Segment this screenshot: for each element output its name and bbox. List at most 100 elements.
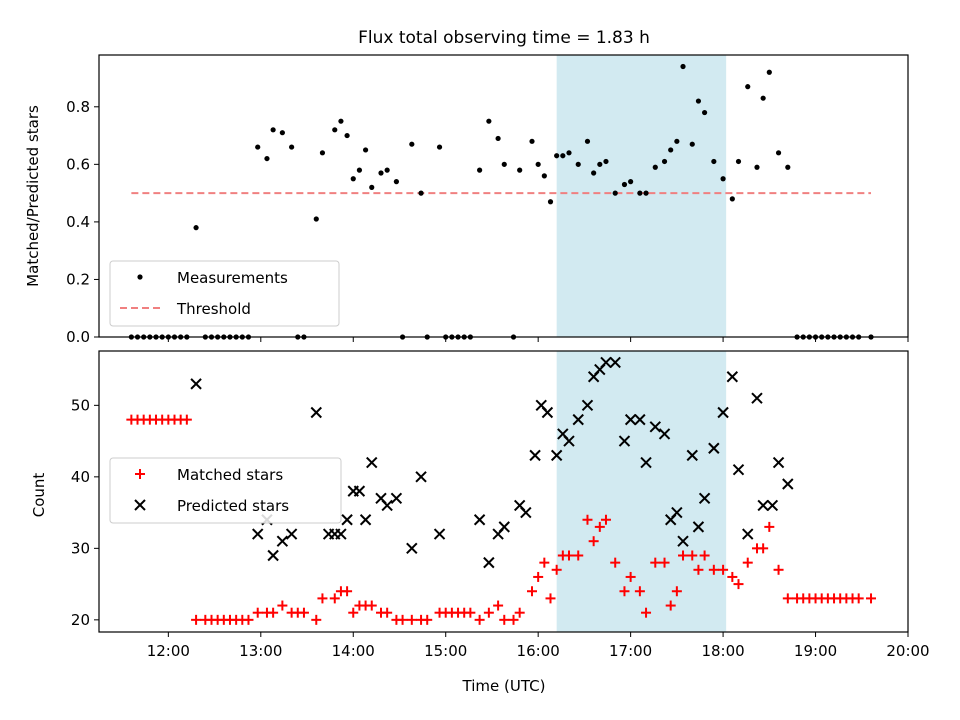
matched-star-point (600, 514, 611, 525)
predicted-star-point (366, 456, 378, 469)
x-b (772, 456, 785, 469)
measurement-point (313, 216, 319, 222)
matched-star-point (329, 593, 340, 604)
measurement-point (643, 190, 649, 196)
x-b (190, 378, 202, 390)
measurement-point (369, 184, 375, 190)
measurement-point (652, 164, 658, 170)
x-b (634, 413, 646, 426)
x-b (276, 535, 289, 547)
x-b (285, 528, 298, 540)
measurement-point (393, 179, 400, 185)
matched-star-point (853, 593, 864, 604)
y-tick-label: 0.2 (66, 270, 90, 288)
measurement-point (279, 130, 285, 136)
matched-star-point (764, 521, 775, 532)
predicted-star-point (415, 471, 427, 483)
measurement-point (729, 196, 735, 202)
measurement-point (477, 167, 483, 173)
matched-star-point (191, 614, 202, 625)
matched-star-point (634, 586, 645, 597)
predicted-star-point (671, 506, 683, 519)
predicted-star-point (529, 449, 541, 462)
x-b (563, 435, 575, 447)
measurement-point (720, 176, 726, 182)
matched-star-point (499, 614, 510, 625)
predicted-star-point (483, 556, 495, 569)
matched-star-point (545, 593, 556, 604)
x-tick-label: 16:00 (517, 642, 560, 660)
legend-predicted-marker-b (134, 499, 146, 511)
axes-frame (98, 54, 909, 338)
predicted-star-point (618, 435, 631, 447)
matched-star-point (610, 557, 621, 568)
measurement-point (554, 153, 560, 159)
predicted-star-point (742, 528, 754, 540)
matched-star-point (514, 607, 525, 618)
matched-star-point (422, 614, 433, 625)
matched-star-point (483, 607, 494, 618)
measurement-point (356, 167, 363, 173)
measurement-point (560, 153, 566, 159)
x-b (677, 535, 689, 547)
matched-star-point (298, 607, 309, 618)
matched-star-point (742, 557, 753, 568)
measurement-point (264, 155, 270, 162)
matched-star-point (311, 614, 322, 625)
predicted-star-point (609, 356, 621, 369)
x-b (520, 506, 532, 519)
x-b (572, 413, 584, 426)
predicted-star-point (686, 449, 698, 462)
ratio-panel: 0.0 0.2 0.4 0.6 0.8 Measurements Threshold (66, 54, 909, 346)
predicted-star-point (572, 413, 584, 426)
x-b (359, 514, 372, 526)
predicted-star-point (708, 442, 720, 454)
measurement-point (689, 141, 695, 147)
matched-star-point (659, 557, 670, 568)
predicted-star-point (751, 392, 763, 404)
measurement-point (637, 190, 643, 196)
x-b (732, 463, 745, 476)
measurement-point (255, 144, 261, 150)
matched-star-point (671, 586, 682, 597)
matched-star-point (693, 564, 704, 575)
matched-star-point (594, 521, 605, 532)
matched-star-point (342, 586, 353, 597)
y-axis-label-count: Count (30, 473, 48, 518)
x-b (267, 549, 279, 562)
matched-star-point (382, 607, 393, 618)
matched-star-point (317, 593, 328, 604)
x-tick-label: 15:00 (424, 642, 467, 660)
y-tick-label: 40 (71, 468, 90, 486)
measurement-point (270, 127, 276, 133)
x-b (624, 413, 637, 426)
matched-star-point (493, 600, 504, 611)
matched-star-point (625, 571, 636, 582)
measurement-point (680, 63, 686, 70)
matched-star-point (527, 586, 538, 597)
matched-star-point (563, 550, 574, 561)
measurement-point (541, 173, 547, 179)
matched-star-point (465, 607, 476, 618)
predicted-star-point (600, 356, 612, 369)
chart-title: Flux total observing time = 1.83 h (358, 28, 650, 48)
measurement-point (384, 167, 390, 173)
x-b (550, 449, 563, 462)
x-b (541, 406, 554, 419)
x-b (581, 399, 594, 412)
measurement-point (785, 164, 791, 170)
y-tick-label: 0.8 (66, 98, 90, 116)
legend: Matched stars Predicted stars (109, 457, 342, 524)
x-b (692, 521, 705, 533)
measurement-point (378, 170, 384, 176)
predicted-star-point (550, 449, 563, 462)
measurement-point (418, 190, 424, 196)
predicted-star-point (498, 521, 510, 533)
predicted-star-point (677, 535, 689, 547)
legend-label: Threshold (176, 300, 251, 318)
matched-star-point (397, 614, 408, 625)
matched-star-point (573, 550, 584, 561)
predicted-star-point (310, 406, 322, 419)
measurement-point (695, 98, 702, 104)
measurement-point (754, 164, 760, 170)
